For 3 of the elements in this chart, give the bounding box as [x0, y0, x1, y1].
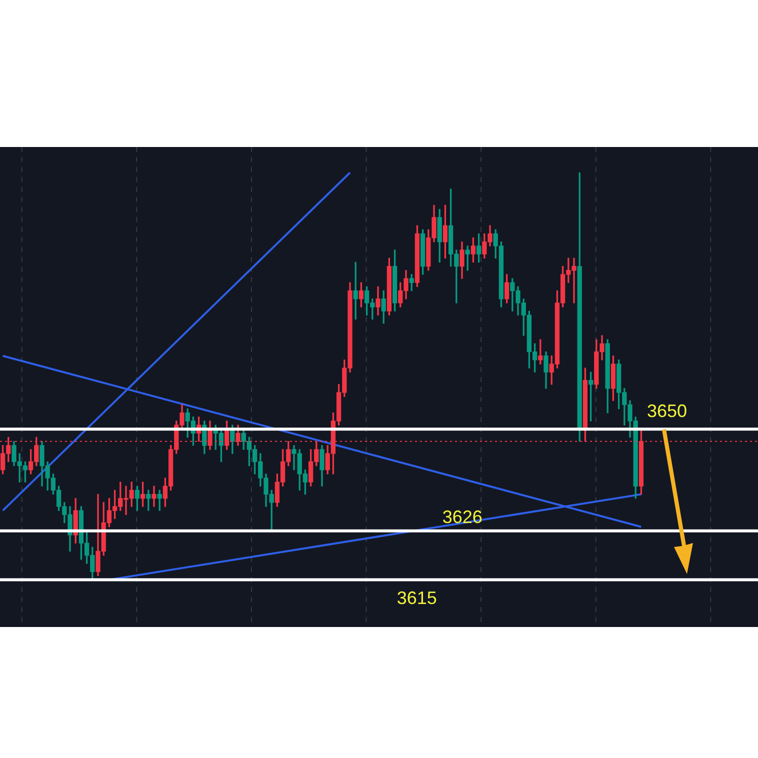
annotation: 3626	[442, 506, 482, 527]
text: 3615	[396, 588, 437, 608]
text: 3650	[647, 401, 688, 422]
